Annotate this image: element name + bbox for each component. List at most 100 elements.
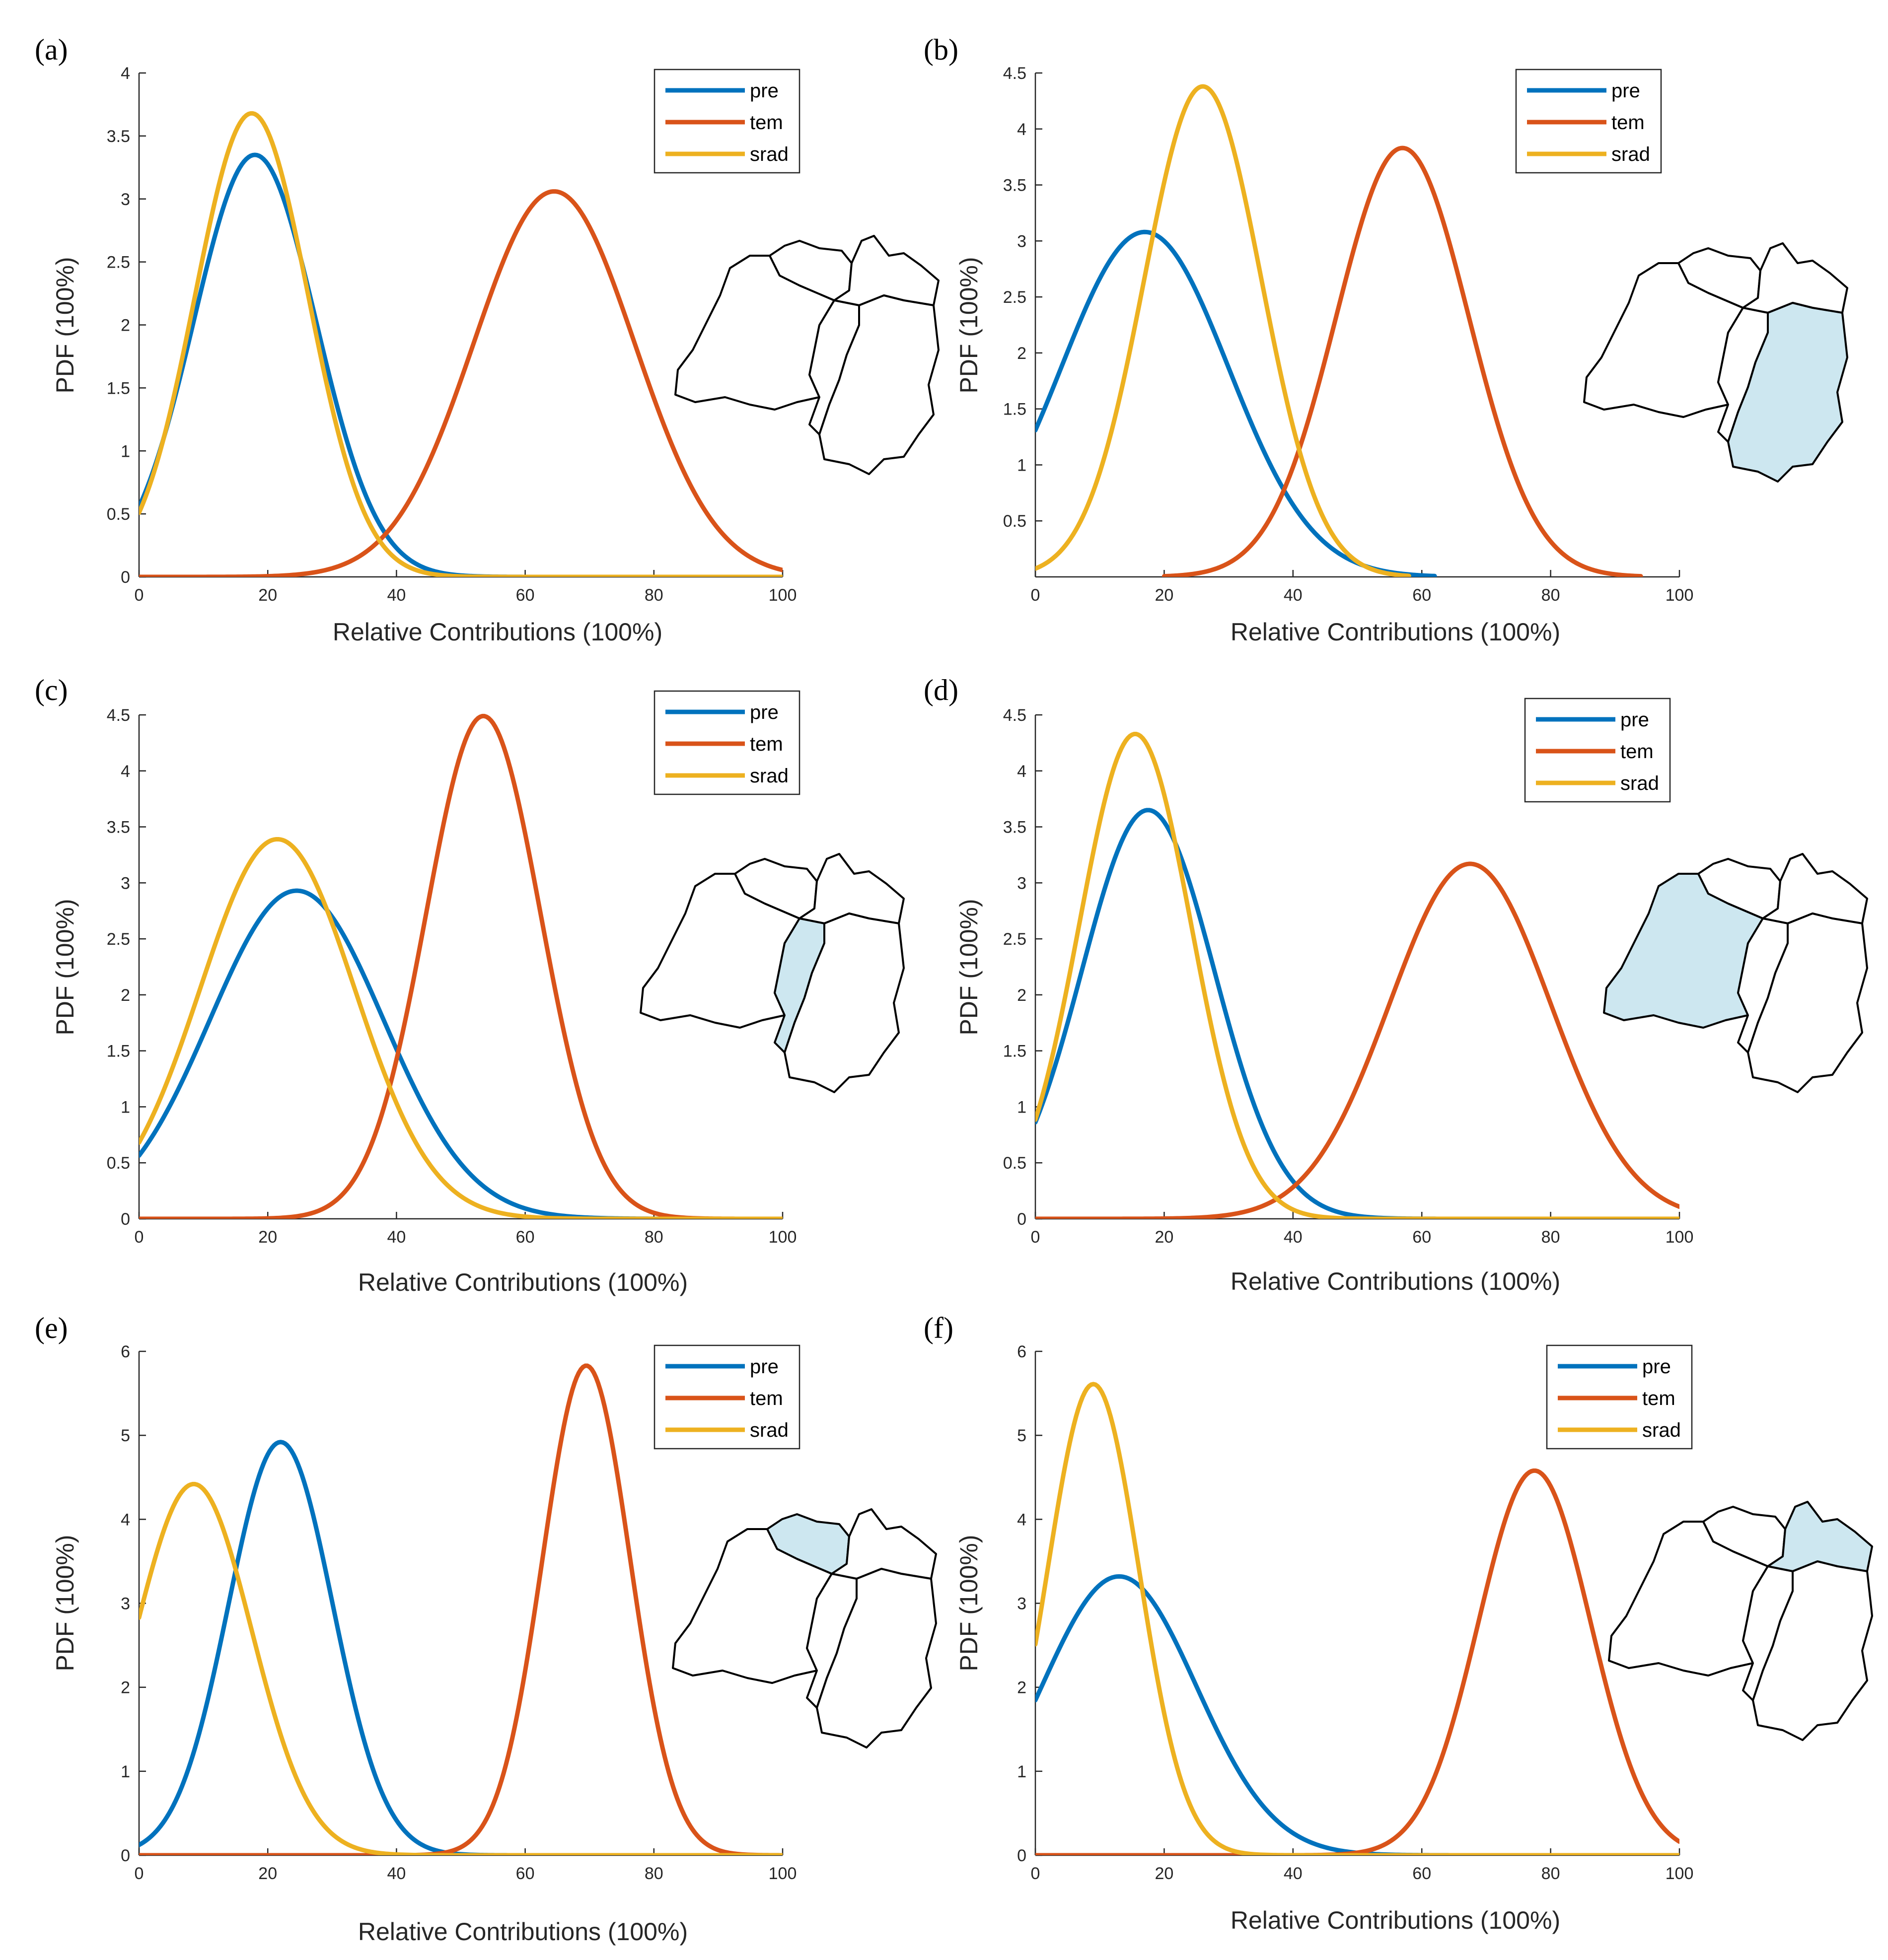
y-axis-label: PDF (100%) bbox=[955, 257, 983, 393]
legend-label-tem: tem bbox=[1611, 112, 1645, 134]
x-tick-label: 20 bbox=[258, 1864, 277, 1883]
y-tick-label: 1 bbox=[121, 1762, 130, 1781]
x-tick-label: 0 bbox=[135, 1864, 144, 1883]
y-tick-label: 4.5 bbox=[107, 706, 130, 725]
x-tick-label: 60 bbox=[516, 1228, 535, 1247]
x-tick-label: 100 bbox=[1666, 1864, 1694, 1883]
legend-label-srad: srad bbox=[1611, 143, 1650, 165]
legend-label-tem: tem bbox=[1642, 1388, 1675, 1409]
map-region-east bbox=[1727, 302, 1848, 483]
y-tick-label: 3 bbox=[121, 1595, 130, 1613]
map-region-east bbox=[1752, 1560, 1873, 1741]
basin-map-inset bbox=[672, 1508, 937, 1749]
x-tick-label: 40 bbox=[387, 1864, 406, 1883]
x-tick-label: 0 bbox=[135, 586, 144, 605]
y-tick-label: 0 bbox=[121, 1210, 130, 1229]
legend-label-pre: pre bbox=[1620, 709, 1649, 731]
panel-label: (b) bbox=[924, 33, 958, 66]
series-line-tem bbox=[1035, 1468, 1679, 1855]
x-tick-label: 40 bbox=[387, 586, 406, 605]
y-tick-label: 4.5 bbox=[1003, 64, 1026, 83]
y-tick-label: 1 bbox=[121, 442, 130, 461]
y-tick-label: 6 bbox=[1017, 1342, 1026, 1361]
series-line-tem bbox=[1162, 145, 1643, 577]
y-tick-label: 0.5 bbox=[1003, 1154, 1026, 1173]
x-tick-label: 100 bbox=[769, 586, 797, 605]
x-tick-label: 80 bbox=[645, 1228, 663, 1247]
x-tick-label: 60 bbox=[516, 586, 535, 605]
y-tick-label: 2 bbox=[121, 1679, 130, 1697]
series-line-pre bbox=[1035, 808, 1679, 1219]
legend-label-srad: srad bbox=[1620, 772, 1659, 794]
y-axis-label: PDF (100%) bbox=[955, 1535, 983, 1671]
y-tick-label: 0.5 bbox=[1003, 512, 1026, 531]
series-line-srad bbox=[139, 1481, 783, 1855]
basin-map-inset bbox=[1603, 853, 1868, 1093]
legend-label-tem: tem bbox=[1620, 741, 1654, 763]
legend-label-pre: pre bbox=[750, 80, 779, 102]
y-tick-label: 2 bbox=[1017, 986, 1026, 1005]
x-tick-label: 40 bbox=[1284, 586, 1303, 605]
y-tick-label: 4 bbox=[121, 64, 130, 83]
y-tick-label: 1 bbox=[121, 1098, 130, 1117]
y-tick-label: 5 bbox=[1017, 1426, 1026, 1445]
y-tick-label: 2.5 bbox=[107, 930, 130, 949]
y-tick-label: 2 bbox=[1017, 344, 1026, 363]
y-tick-label: 3 bbox=[1017, 874, 1026, 893]
y-tick-label: 4.5 bbox=[1003, 706, 1026, 725]
legend-label-pre: pre bbox=[750, 1356, 779, 1378]
panel-label: (f) bbox=[924, 1312, 953, 1344]
y-tick-label: 1.5 bbox=[1003, 1042, 1026, 1061]
y-tick-label: 4 bbox=[121, 1510, 130, 1529]
map-region-east bbox=[784, 912, 905, 1093]
x-tick-label: 80 bbox=[645, 1864, 663, 1883]
x-axis-label: Relative Contributions (100%) bbox=[1231, 618, 1560, 646]
y-tick-label: 4 bbox=[1017, 762, 1026, 781]
x-tick-label: 60 bbox=[1412, 1864, 1431, 1883]
y-tick-label: 3.5 bbox=[107, 127, 130, 146]
x-axis-label: Relative Contributions (100%) bbox=[358, 1268, 688, 1296]
series-line-pre bbox=[1035, 229, 1437, 577]
y-tick-label: 0 bbox=[1017, 1210, 1026, 1229]
legend-label-tem: tem bbox=[750, 733, 783, 755]
x-tick-label: 100 bbox=[769, 1228, 797, 1247]
x-tick-label: 0 bbox=[1031, 586, 1040, 605]
x-tick-label: 40 bbox=[1284, 1864, 1303, 1883]
x-tick-label: 0 bbox=[1031, 1228, 1040, 1247]
x-tick-label: 20 bbox=[1155, 1228, 1173, 1247]
x-tick-label: 60 bbox=[516, 1864, 535, 1883]
map-region-east bbox=[1747, 912, 1868, 1093]
y-tick-label: 2.5 bbox=[1003, 288, 1026, 307]
y-tick-label: 0 bbox=[121, 568, 130, 587]
y-tick-label: 2.5 bbox=[107, 253, 130, 272]
panel-f: (f) 0 20 40 60 80 100 0 1 2 3 4 5 6 Relative Contribut… bbox=[924, 1312, 1873, 1934]
x-tick-label: 0 bbox=[1031, 1864, 1040, 1883]
x-tick-label: 20 bbox=[258, 1228, 277, 1247]
panel-e: (e) 0 20 40 60 80 100 0 1 2 3 4 5 6 Relative Contribut… bbox=[35, 1312, 937, 1946]
y-tick-label: 5 bbox=[121, 1426, 130, 1445]
y-axis-label: PDF (100%) bbox=[51, 1535, 79, 1671]
legend-label-srad: srad bbox=[750, 765, 789, 787]
y-tick-label: 3.5 bbox=[1003, 818, 1026, 837]
panel-c: (c) 0 20 40 60 80 100 0 0.5 1 1.5 2 2.5 3 3.5 4 4.5 Relat… bbox=[35, 674, 905, 1296]
series-line-srad bbox=[1035, 1382, 1679, 1855]
x-tick-label: 40 bbox=[1284, 1228, 1303, 1247]
series-line-srad bbox=[139, 837, 783, 1219]
x-axis-label: Relative Contributions (100%) bbox=[358, 1918, 688, 1946]
panel-label: (c) bbox=[35, 674, 68, 706]
x-axis-label: Relative Contributions (100%) bbox=[1231, 1267, 1560, 1295]
x-tick-label: 20 bbox=[1155, 1864, 1173, 1883]
x-tick-label: 20 bbox=[258, 586, 277, 605]
y-tick-label: 1 bbox=[1017, 1762, 1026, 1781]
y-tick-label: 2 bbox=[1017, 1679, 1026, 1697]
legend-label-srad: srad bbox=[750, 1419, 789, 1441]
series-line-srad bbox=[1035, 84, 1411, 577]
legend-label-pre: pre bbox=[750, 701, 779, 723]
basin-map-inset bbox=[1608, 1501, 1873, 1741]
y-tick-label: 3 bbox=[121, 874, 130, 893]
y-tick-label: 1 bbox=[1017, 1098, 1026, 1117]
x-tick-label: 80 bbox=[1541, 1864, 1560, 1883]
y-tick-label: 3 bbox=[121, 190, 130, 209]
series-line-srad bbox=[139, 111, 783, 577]
